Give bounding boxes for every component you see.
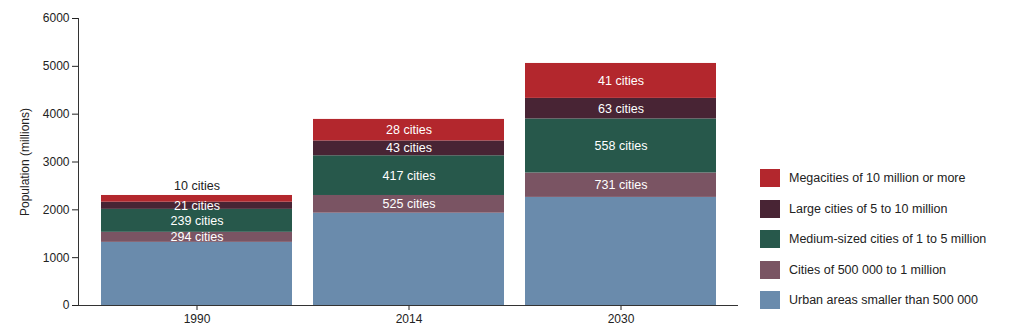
html-text:Large cities of 5 to 10 millio: Large cities of 5 to 10 million: [789, 201, 948, 216]
svg-text:63 cities: 63 cities: [598, 102, 644, 116]
svg-text:Population (millions): Population (millions): [18, 108, 32, 216]
svg-text:1000: 1000: [43, 251, 70, 265]
svg-text:43 cities: 43 cities: [386, 141, 432, 155]
svg-text:731 cities: 731 cities: [595, 178, 648, 192]
svg-text:558 cities: 558 cities: [595, 139, 648, 153]
svg-text:6000: 6000: [43, 11, 70, 25]
svg-text:2000: 2000: [43, 203, 70, 217]
svg-text:10 cities: 10 cities: [174, 179, 220, 193]
svg-text:28 cities: 28 cities: [386, 123, 432, 137]
svg-text:1990: 1990: [184, 312, 211, 326]
html-text:Megacities of 10 million or mo: Megacities of 10 million or more: [789, 171, 966, 186]
svg-text:2030: 2030: [608, 312, 635, 326]
html-text:Medium-sized cities of 1 to 5: Medium-sized cities of 1 to 5 million: [789, 232, 987, 247]
svg-text:41 cities: 41 cities: [598, 74, 644, 88]
svg-text:5000: 5000: [43, 59, 70, 73]
svg-text:0: 0: [63, 298, 70, 312]
svg-text:2014: 2014: [396, 312, 423, 326]
svg-text:525 cities: 525 cities: [383, 197, 436, 211]
html-text:Urban areas smaller than 500 0: Urban areas smaller than 500 000: [789, 293, 978, 308]
html-text:Cities of 500 000 to 1 million: Cities of 500 000 to 1 million: [789, 262, 946, 277]
svg-text:417 cities: 417 cities: [383, 169, 436, 183]
svg-text:294 cities: 294 cities: [171, 230, 224, 244]
svg-text:21 cities: 21 cities: [174, 199, 220, 213]
svg-text:3000: 3000: [43, 155, 70, 169]
svg-text:239 cities: 239 cities: [171, 214, 224, 228]
svg-text:4000: 4000: [43, 107, 70, 121]
